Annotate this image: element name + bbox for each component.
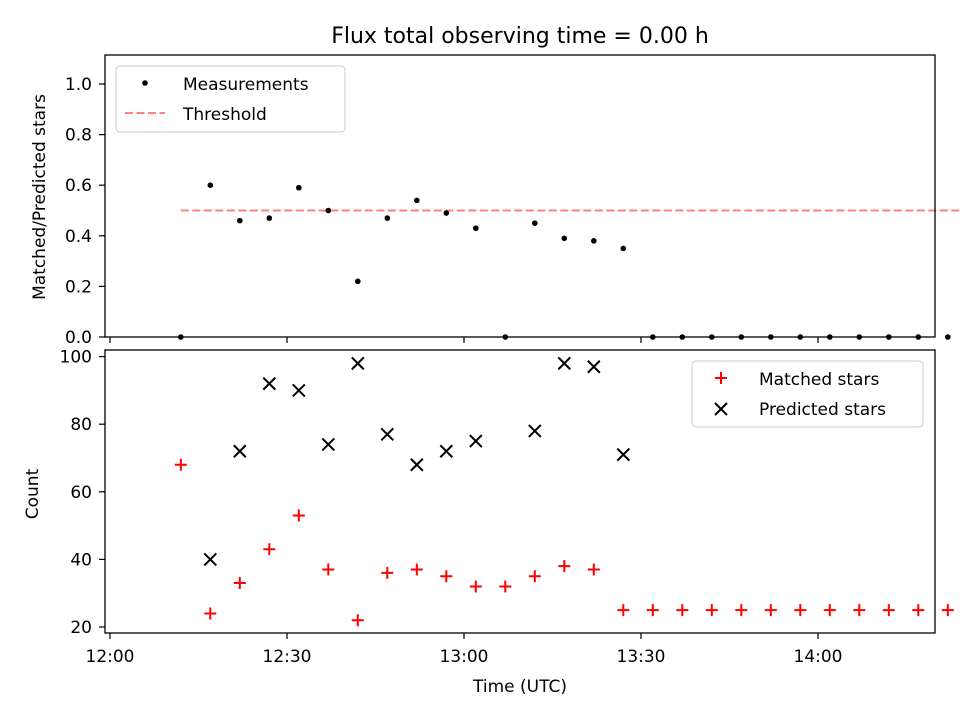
predicted-star-point — [262, 376, 277, 391]
measurement-point — [325, 207, 332, 214]
bottom-y-tick-label: 80 — [70, 415, 92, 435]
legend-measurements-marker — [142, 80, 148, 86]
matched-star-point — [941, 604, 954, 617]
x-tick-label: 13:30 — [617, 647, 666, 667]
predicted-star-point — [203, 552, 218, 567]
matched-star-point — [528, 570, 541, 583]
bottom-y-axis-label: Count — [23, 468, 43, 519]
x-axis-label: Time (UTC) — [472, 677, 567, 697]
predicted-star-point — [292, 383, 306, 398]
matched-star-point — [351, 614, 364, 627]
top-y-axis-label: Matched/Predicted stars — [30, 94, 50, 300]
measurement-point — [355, 278, 361, 285]
top-y-tick-label: 0.2 — [65, 277, 92, 297]
measurement-point — [384, 215, 391, 221]
matched-star-point — [381, 566, 394, 579]
x-tick-label: 12:30 — [263, 647, 312, 667]
predicted-star-point — [528, 424, 542, 438]
matched-star-point — [469, 580, 482, 593]
top-y-tick-label: 0.0 — [65, 328, 92, 348]
matched-star-point — [322, 563, 335, 576]
measurement-point — [237, 217, 243, 224]
matched-star-point — [676, 604, 689, 617]
measurement-point — [443, 210, 450, 216]
top-y-tick-label: 0.6 — [65, 176, 92, 196]
bottom-axes-frame — [104, 349, 936, 634]
measurement-point — [473, 225, 479, 232]
top-axes-frame — [104, 54, 936, 338]
legend-matched-label: Matched stars — [759, 370, 879, 390]
bottom-y-tick-label: 100 — [60, 348, 92, 368]
matched-star-point — [735, 604, 748, 617]
predicted-star-point — [233, 444, 247, 458]
top-legend-box — [115, 65, 346, 133]
bottom-y-ticks: 20 40 60 80 100 — [60, 348, 105, 638]
bottom-plot-marks — [174, 356, 954, 627]
measurement-point — [561, 235, 568, 242]
measurement-point — [532, 220, 538, 226]
matched-star-point — [440, 570, 453, 583]
matched-star-point — [292, 509, 305, 522]
measurement-point — [296, 184, 302, 191]
legend-measurements-label: Measurements — [183, 75, 309, 95]
predicted-star-point — [587, 360, 601, 374]
legend-matched-marker — [715, 372, 727, 384]
bottom-legend: Matched stars Predicted stars — [691, 360, 924, 428]
ratio-panel: Flux total observing time = 0.00 h Match… — [30, 24, 960, 348]
legend-threshold-label: Threshold — [182, 105, 267, 125]
x-tick-label: 13:00 — [440, 647, 489, 667]
predicted-star-point — [351, 356, 365, 371]
matched-star-point — [499, 580, 512, 593]
matched-star-point — [558, 560, 571, 573]
matched-star-point — [233, 577, 246, 590]
predicted-star-point — [616, 447, 631, 462]
predicted-star-point — [410, 458, 424, 472]
chart-title: Flux total observing time = 0.00 h — [331, 24, 709, 49]
predicted-star-point — [380, 427, 395, 442]
top-plot-marks — [178, 182, 960, 340]
matched-star-point — [410, 563, 423, 576]
measurement-point — [591, 238, 597, 244]
matched-star-point — [587, 563, 600, 576]
matched-star-point — [764, 604, 777, 617]
matched-star-point — [617, 604, 630, 617]
x-tick-label: 12:00 — [86, 647, 135, 667]
matched-star-point — [204, 607, 217, 620]
matched-star-point — [794, 604, 807, 617]
predicted-star-point — [469, 434, 483, 448]
top-y-tick-label: 1.0 — [65, 75, 92, 95]
matched-star-point — [646, 604, 659, 617]
bottom-y-tick-label: 60 — [70, 483, 92, 503]
top-legend: Measurements Threshold — [115, 65, 346, 133]
x-tick-label: 14:00 — [794, 647, 843, 667]
top-y-tick-label: 0.8 — [65, 126, 92, 146]
count-panel: Count Time (UTC) 20 40 60 80 100 12:00 12:30 1… — [23, 348, 954, 697]
measurement-point — [207, 182, 214, 188]
top-x-ticks — [109, 337, 819, 343]
matched-star-point — [705, 604, 718, 617]
bottom-y-tick-label: 20 — [70, 618, 92, 638]
predicted-star-point — [439, 444, 454, 458]
measurement-point — [945, 334, 951, 340]
matched-star-point — [263, 543, 276, 556]
matched-star-point — [912, 604, 925, 617]
top-y-ticks: 0.0 0.2 0.4 0.6 0.8 1.0 — [65, 75, 105, 348]
bottom-legend-box — [691, 360, 924, 428]
predicted-star-point — [321, 437, 336, 452]
measurement-point — [414, 197, 420, 204]
bottom-x-ticks: 12:0012:3013:0013:3014:0014:3015:0015:30… — [86, 633, 843, 667]
top-y-tick-label: 0.4 — [65, 227, 92, 247]
matched-star-point — [882, 604, 895, 617]
predicted-star-point — [557, 356, 572, 371]
matched-star-point — [823, 604, 836, 617]
matched-star-point — [174, 458, 187, 471]
measurement-point — [620, 245, 627, 252]
bottom-y-tick-label: 40 — [70, 550, 92, 570]
legend-predicted-marker — [714, 402, 728, 416]
legend-predicted-label: Predicted stars — [759, 400, 886, 420]
matched-star-point — [853, 604, 866, 617]
measurement-point — [266, 215, 273, 221]
